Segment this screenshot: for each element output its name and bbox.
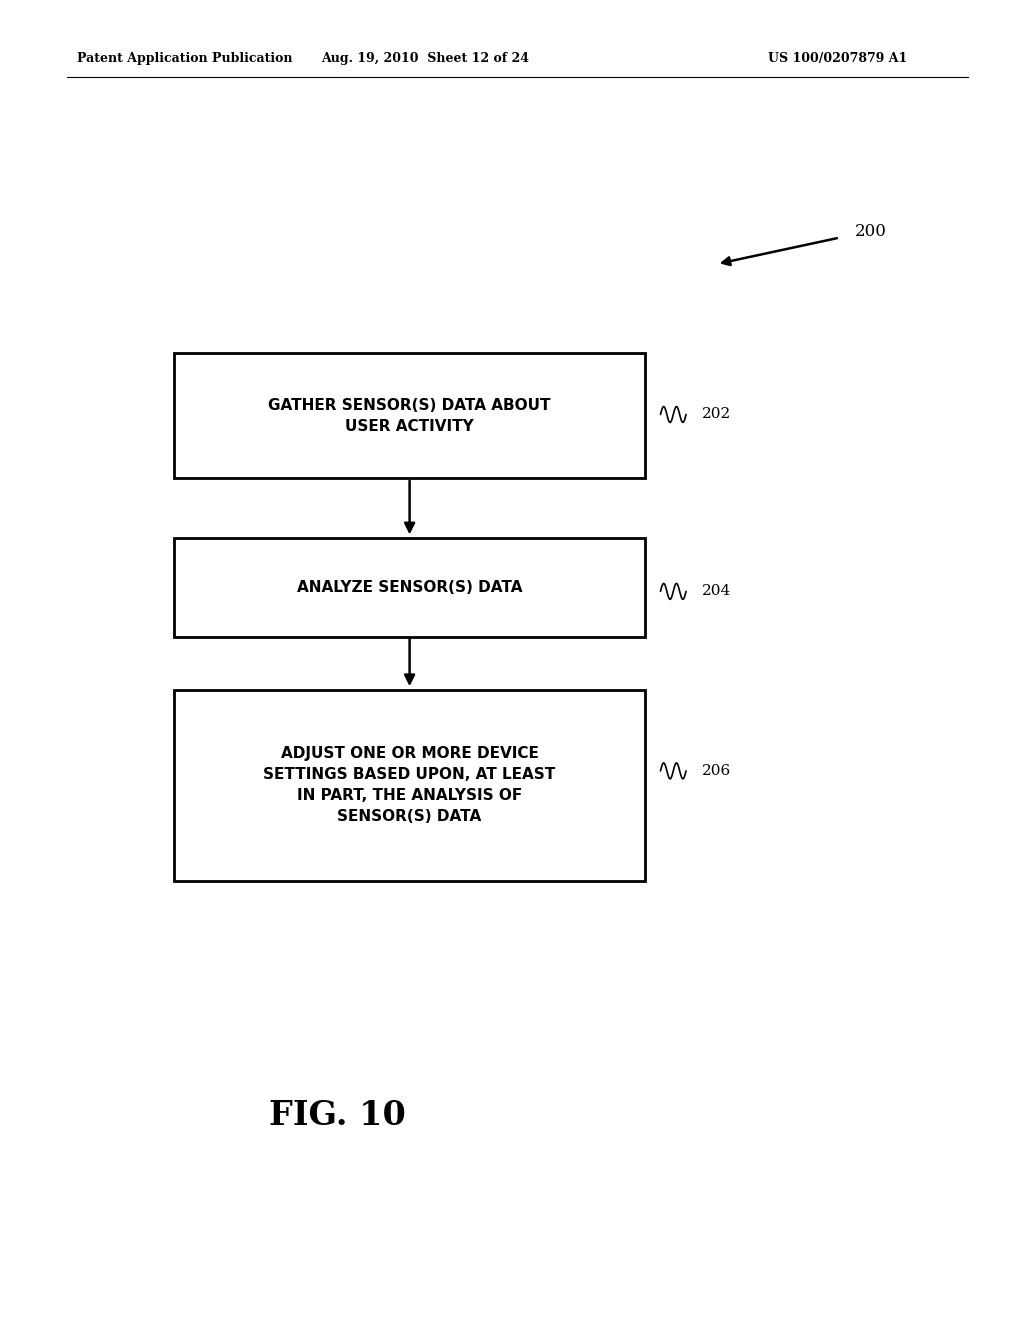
Text: 206: 206: [701, 764, 731, 777]
Text: ADJUST ONE OR MORE DEVICE
SETTINGS BASED UPON, AT LEAST
IN PART, THE ANALYSIS OF: ADJUST ONE OR MORE DEVICE SETTINGS BASED…: [263, 746, 556, 825]
Text: 204: 204: [701, 585, 731, 598]
Text: US 100/0207879 A1: US 100/0207879 A1: [768, 51, 907, 65]
Bar: [174, 537, 645, 636]
Bar: [174, 352, 645, 478]
Text: 200: 200: [855, 223, 887, 239]
Text: 202: 202: [701, 408, 731, 421]
Text: Aug. 19, 2010  Sheet 12 of 24: Aug. 19, 2010 Sheet 12 of 24: [321, 51, 529, 65]
Text: ANALYZE SENSOR(S) DATA: ANALYZE SENSOR(S) DATA: [297, 579, 522, 595]
Text: GATHER SENSOR(S) DATA ABOUT
USER ACTIVITY: GATHER SENSOR(S) DATA ABOUT USER ACTIVIT…: [268, 397, 551, 434]
Text: FIG. 10: FIG. 10: [269, 1098, 407, 1133]
Text: Patent Application Publication: Patent Application Publication: [77, 51, 292, 65]
Bar: [174, 689, 645, 882]
